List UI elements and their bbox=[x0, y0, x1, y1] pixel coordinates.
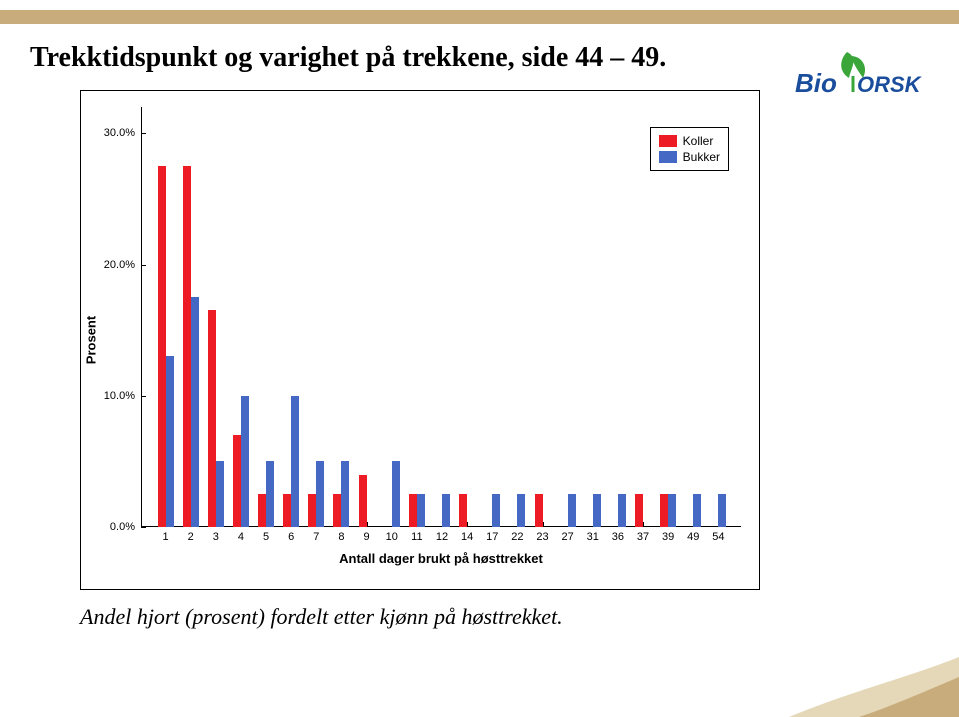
bar-bukker bbox=[392, 461, 400, 527]
x-tick-label: 12 bbox=[436, 531, 448, 543]
bar-koller bbox=[660, 494, 668, 527]
chart-frame: Prosent 0.0%10.0%20.0%30.0%1234567891011… bbox=[80, 90, 760, 590]
bar-bukker bbox=[568, 494, 576, 527]
legend-label-koller: Koller bbox=[683, 134, 714, 148]
x-tick-label: 3 bbox=[213, 531, 219, 543]
x-axis-line bbox=[141, 526, 741, 527]
bar-koller bbox=[183, 166, 191, 527]
bar-bukker bbox=[341, 461, 349, 527]
bar-bukker bbox=[693, 494, 701, 527]
bar-koller bbox=[409, 494, 417, 527]
x-tick-label: 22 bbox=[511, 531, 523, 543]
x-tick-label: 31 bbox=[587, 531, 599, 543]
x-tick-label: 54 bbox=[712, 531, 724, 543]
y-tick bbox=[141, 396, 146, 397]
y-tick bbox=[141, 265, 146, 266]
bar-koller bbox=[635, 494, 643, 527]
legend-label-bukker: Bukker bbox=[683, 150, 720, 164]
bar-bukker bbox=[241, 396, 249, 527]
y-tick-label: 10.0% bbox=[104, 390, 135, 402]
bar-bukker bbox=[216, 461, 224, 527]
x-tick-label: 10 bbox=[386, 531, 398, 543]
legend-item-koller: Koller bbox=[659, 134, 720, 148]
bar-bukker bbox=[492, 494, 500, 527]
x-tick-label: 17 bbox=[486, 531, 498, 543]
x-tick-label: 23 bbox=[536, 531, 548, 543]
x-tick-label: 2 bbox=[188, 531, 194, 543]
bar-bukker bbox=[266, 461, 274, 527]
x-tick-label: 9 bbox=[364, 531, 370, 543]
bar-bukker bbox=[718, 494, 726, 527]
bioforsk-logo: Bio ORSK bbox=[789, 48, 929, 104]
bar-koller bbox=[333, 494, 341, 527]
y-axis-label: Prosent bbox=[84, 316, 99, 364]
x-tick-label: 7 bbox=[313, 531, 319, 543]
x-tick-label: 8 bbox=[338, 531, 344, 543]
legend-swatch-bukker bbox=[659, 151, 677, 163]
x-tick-label: 36 bbox=[612, 531, 624, 543]
bar-bukker bbox=[316, 461, 324, 527]
bar-koller bbox=[359, 475, 367, 528]
x-tick bbox=[467, 522, 468, 527]
bar-bukker bbox=[166, 356, 174, 527]
bar-bukker bbox=[618, 494, 626, 527]
bar-koller bbox=[208, 310, 216, 527]
y-tick bbox=[141, 527, 146, 528]
footer-decoration bbox=[789, 657, 959, 717]
x-tick-label: 39 bbox=[662, 531, 674, 543]
y-axis-line bbox=[141, 107, 142, 527]
bar-koller bbox=[535, 494, 543, 527]
page-title: Trekktidspunkt og varighet på trekkene, … bbox=[30, 42, 666, 74]
bar-bukker bbox=[417, 494, 425, 527]
x-tick-label: 6 bbox=[288, 531, 294, 543]
x-tick bbox=[543, 522, 544, 527]
bar-bukker bbox=[191, 297, 199, 527]
y-tick-label: 0.0% bbox=[110, 521, 135, 533]
y-tick bbox=[141, 133, 146, 134]
x-tick bbox=[643, 522, 644, 527]
bar-koller bbox=[308, 494, 316, 527]
bar-koller bbox=[283, 494, 291, 527]
x-tick-label: 49 bbox=[687, 531, 699, 543]
x-tick-label: 37 bbox=[637, 531, 649, 543]
x-tick-label: 11 bbox=[411, 531, 422, 543]
legend: Koller Bukker bbox=[650, 127, 729, 171]
bar-bukker bbox=[593, 494, 601, 527]
caption: Andel hjort (prosent) fordelt etter kjøn… bbox=[80, 604, 563, 630]
x-tick-label: 14 bbox=[461, 531, 473, 543]
bar-koller bbox=[258, 494, 266, 527]
x-tick-label: 1 bbox=[163, 531, 169, 543]
bar-koller bbox=[233, 435, 241, 527]
y-tick-label: 20.0% bbox=[104, 259, 135, 271]
svg-text:ORSK: ORSK bbox=[857, 72, 923, 97]
bar-koller bbox=[459, 494, 467, 527]
y-tick-label: 30.0% bbox=[104, 127, 135, 139]
x-tick bbox=[367, 522, 368, 527]
bar-bukker bbox=[668, 494, 676, 527]
svg-text:Bio: Bio bbox=[795, 68, 837, 98]
x-axis-label: Antall dager brukt på høsttrekket bbox=[141, 551, 741, 566]
x-tick-label: 4 bbox=[238, 531, 244, 543]
legend-swatch-koller bbox=[659, 135, 677, 147]
x-tick-label: 5 bbox=[263, 531, 269, 543]
bar-bukker bbox=[442, 494, 450, 527]
bar-bukker bbox=[517, 494, 525, 527]
top-stripe bbox=[0, 10, 959, 24]
x-tick-label: 27 bbox=[562, 531, 574, 543]
legend-item-bukker: Bukker bbox=[659, 150, 720, 164]
bar-bukker bbox=[291, 396, 299, 527]
bar-koller bbox=[158, 166, 166, 527]
